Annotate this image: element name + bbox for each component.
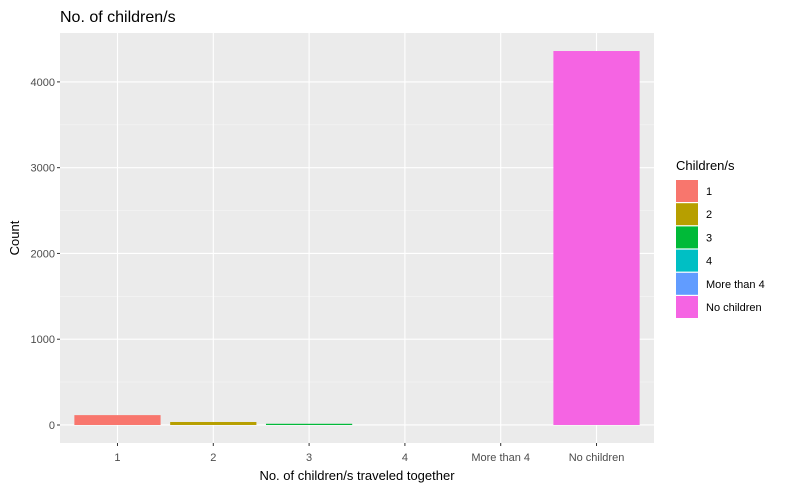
legend-title: Children/s <box>676 158 735 173</box>
bars <box>74 51 640 425</box>
x-tick-label: 2 <box>210 452 216 464</box>
legend-label: 2 <box>706 209 712 221</box>
legend-label: No children <box>706 302 762 314</box>
x-tick-label: No children <box>569 452 625 464</box>
legend-key <box>676 249 698 272</box>
legend-key <box>676 180 698 202</box>
y-tick-label: 2000 <box>31 248 55 260</box>
legend-key <box>676 296 698 318</box>
x-tick-label: More than 4 <box>471 452 530 464</box>
bar <box>74 415 161 425</box>
legend-key <box>676 226 698 249</box>
chart-title: No. of children/s <box>60 9 176 26</box>
legend-key <box>676 272 698 295</box>
y-tick-label: 1000 <box>31 334 55 346</box>
bar <box>265 423 353 425</box>
y-axis-ticks: 0 1000 2000 3000 4000 <box>31 77 60 432</box>
y-tick-label: 0 <box>49 420 55 432</box>
y-tick-label: 4000 <box>31 77 55 89</box>
y-tick-label: 3000 <box>31 163 55 175</box>
legend-label: 3 <box>706 232 712 244</box>
x-axis-ticks: 1 2 3 4 More than 4 No children <box>114 443 624 464</box>
legend-label: More than 4 <box>706 279 765 291</box>
x-tick-label: 4 <box>402 452 408 464</box>
x-axis-title: No. of children/s traveled together <box>259 468 455 483</box>
y-axis-title: Count <box>7 220 22 255</box>
legend-key <box>676 203 698 226</box>
bar <box>170 421 257 425</box>
legend: Children/s 1 2 3 4 More than 4 No children <box>676 158 765 318</box>
bar <box>553 51 640 425</box>
x-tick-label: 1 <box>114 452 120 464</box>
x-tick-label: 3 <box>306 452 312 464</box>
legend-label: 1 <box>706 186 712 198</box>
legend-label: 4 <box>706 256 712 268</box>
